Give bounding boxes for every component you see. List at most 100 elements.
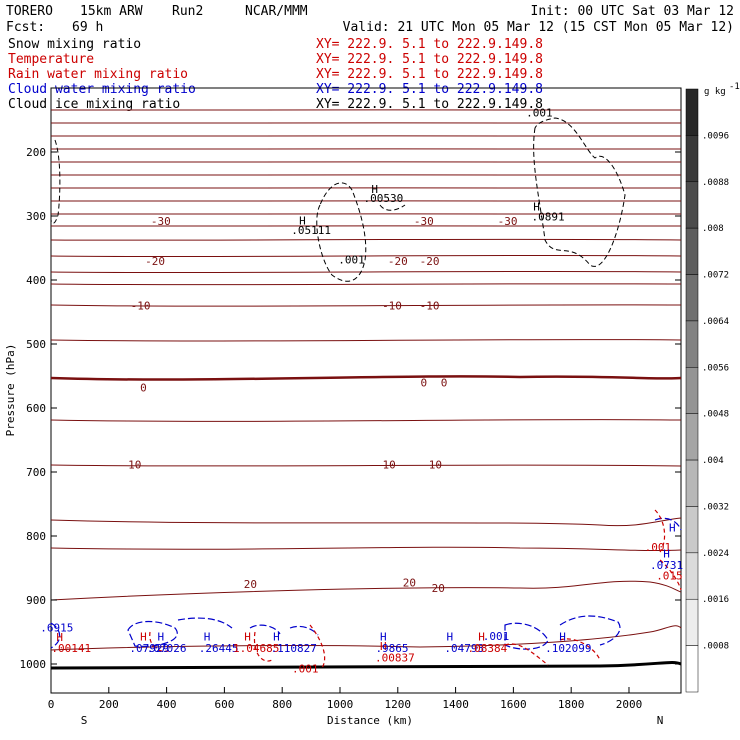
model-center: NCAR/MMM [245, 4, 308, 19]
y-tick-label: 200 [26, 146, 46, 159]
legend-cloudwater-xy: XY= 222.9. 5.1 to 222.9.149.8 [316, 82, 543, 97]
colorbar-segment [685, 552, 699, 600]
extremum-label: H [380, 630, 387, 643]
x-tick-label: 1400 [442, 698, 469, 711]
x-tick-label: 1200 [385, 698, 412, 711]
colorbar-tick-label: .0056 [702, 363, 729, 373]
valid-time: Valid: 21 UTC Mon 05 Mar 12 (15 CST Mon … [343, 20, 734, 35]
extremum-label: H [140, 630, 147, 643]
temperature-contour-label: -30 [414, 215, 434, 228]
extremum-label: H [158, 630, 165, 643]
extrema-labels: H.00530H.05111.001.001H.0891.6915H.00141… [40, 106, 683, 675]
extremum-label: H [478, 630, 485, 643]
colorbar-tick-label: .0064 [702, 317, 729, 327]
extremum-label: H [663, 547, 670, 560]
field-legend: Snow mixing ratio XY= 222.9. 5.1 to 222.… [8, 37, 543, 112]
colorbar-segment [685, 320, 699, 368]
temperature-contour-label: 20 [403, 577, 416, 590]
x-tick-label: 600 [214, 698, 234, 711]
y-tick-label: 300 [26, 210, 46, 223]
colorbar-segment [685, 227, 699, 275]
x-axis-start-label: S [81, 714, 88, 727]
x-tick-label: 1000 [327, 698, 354, 711]
contour-labels: -30 -30 -30 -20 -20 -20 -10 -10 -10 0 0 0 10 10 10 20 20… [128, 215, 517, 595]
colorbar: g kg -1 .0096 .0088 .008 .0072 .0064 .0056 .00… [685, 82, 740, 693]
extremum-label: .001 [292, 662, 319, 675]
extremum-label: 1.04685 [233, 642, 279, 655]
x-tick-label: 2000 [616, 698, 643, 711]
extremum-label: H [273, 630, 280, 643]
legend-rain-label: Rain water mixing ratio [8, 67, 188, 82]
extremum-label: .26445 [199, 642, 239, 655]
colorbar-tick-label: .0072 [702, 271, 729, 281]
extremum-label: .0891 [532, 211, 565, 224]
x-tick-label: 1800 [558, 698, 585, 711]
x-tick-label: 400 [157, 698, 177, 711]
model-name: TORERO [6, 4, 53, 19]
colorbar-tick-label: .0008 [702, 642, 729, 652]
extremum-label: .015 [656, 570, 683, 583]
colorbar-segment [685, 135, 699, 183]
colorbar-unit: g kg [704, 87, 726, 97]
header: TORERO 15km ARW Run2 NCAR/MMM Init: 00 U… [6, 4, 734, 35]
terrain-surface [50, 660, 682, 670]
x-tick-label: 800 [272, 698, 292, 711]
extremum-label: H [559, 630, 566, 643]
model-resolution: 15km ARW [80, 4, 143, 19]
colorbar-segment [685, 645, 699, 693]
extremum-label: H [446, 630, 453, 643]
forecast-hours: 69 h [72, 20, 103, 35]
temperature-contour-label: 0 [420, 376, 427, 389]
extremum-label: .0731 [650, 559, 683, 572]
colorbar-segment [685, 88, 699, 136]
extremum-label: .6915 [40, 622, 73, 635]
extremum-label: H [299, 214, 306, 227]
extremum-label: H [533, 200, 540, 213]
extremum-label: .001 [338, 254, 365, 267]
y-tick-label: 700 [26, 466, 46, 479]
colorbar-segment [685, 459, 699, 507]
x-axis-label: Distance (km) [327, 714, 413, 727]
temperature-contour-label: 10 [429, 458, 442, 471]
temperature-contour-label: 10 [382, 458, 395, 471]
colorbar-tick-label: .004 [702, 456, 724, 466]
legend-cloudice-xy: XY= 222.9. 5.1 to 222.9.149.8 [316, 97, 543, 112]
x-axis: 0 200 400 600 800 1000 1200 1400 1600 1800 2000 [48, 687, 643, 711]
legend-temp-label: Temperature [8, 52, 94, 67]
temperature-contour-label: -30 [498, 215, 518, 228]
extremum-label: .00530 [363, 192, 403, 205]
model-run: Run2 [172, 4, 203, 19]
temperature-contour-label: 10 [128, 458, 141, 471]
x-tick-label: 200 [99, 698, 119, 711]
colorbar-segment [685, 598, 699, 646]
colorbar-tick-label: .0016 [702, 595, 729, 605]
plot-frame [50, 87, 682, 694]
colorbar-tick-label: .0048 [702, 410, 729, 420]
init-time: Init: 00 UTC Sat 03 Mar 12 [531, 4, 735, 19]
forecast-label: Fcst: [6, 20, 45, 35]
extremum-label: .001 [526, 106, 553, 119]
extremum-label: .110827 [271, 642, 317, 655]
extremum-label: .07929 [129, 642, 169, 655]
colorbar-segment [685, 181, 699, 229]
temperature-contour-label: -10 [382, 300, 402, 313]
temperature-contour-label: 20 [244, 578, 257, 591]
cloud-ice-contours [50, 117, 626, 282]
legend-temp-xy: XY= 222.9. 5.1 to 222.9.149.8 [316, 52, 543, 67]
extremum-label: H [380, 640, 387, 653]
temperature-contour-label: -30 [151, 215, 171, 228]
temperature-contour-label: -10 [131, 300, 151, 313]
temperature-contour-label: -10 [420, 300, 440, 313]
extremum-label: H [371, 183, 378, 196]
x-tick-label: 1600 [500, 698, 527, 711]
colorbar-tick-label: .0096 [702, 131, 729, 141]
legend-cloudwater-label: Cloud water mixing ratio [8, 82, 196, 97]
y-tick-label: 600 [26, 402, 46, 415]
y-tick-label: 800 [26, 530, 46, 543]
temperature-contour-label: -20 [388, 255, 408, 268]
colorbar-segment [685, 413, 699, 461]
rain-water-contours [149, 509, 682, 669]
temperature-contour-label: 0 [441, 376, 448, 389]
extremum-label: .07026 [147, 642, 187, 655]
